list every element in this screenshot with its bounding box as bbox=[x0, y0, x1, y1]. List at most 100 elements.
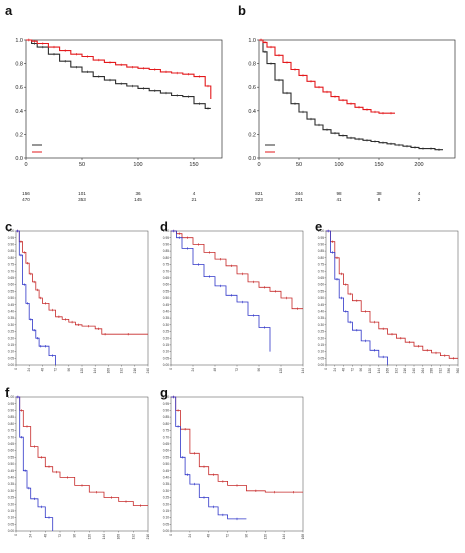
y-tick-label: 0.00 bbox=[163, 363, 169, 367]
y-tick-label: 1.0 bbox=[15, 38, 23, 44]
y-tick-label: 0.60 bbox=[8, 449, 14, 453]
risk-count: 323 bbox=[255, 197, 263, 202]
plot-frame bbox=[15, 396, 149, 532]
series-Low (n=25) bbox=[16, 395, 54, 531]
risk-count: 145 bbox=[134, 197, 142, 202]
x-tick-label: 96 bbox=[257, 368, 261, 372]
y-tick-label: 0.45 bbox=[163, 303, 169, 307]
y-tick-label: 0.95 bbox=[318, 236, 324, 240]
panel-label: c bbox=[5, 219, 13, 234]
y-tick-label: 0.15 bbox=[8, 509, 14, 513]
survival-curve bbox=[171, 396, 247, 520]
x-tick-label: 168 bbox=[386, 368, 390, 374]
x-tick-label: 0 bbox=[324, 368, 328, 370]
y-tick-label: 0.30 bbox=[163, 489, 169, 493]
y-tick-label: 0.35 bbox=[163, 482, 169, 486]
panel-c: c 0.00 0.05 0.10 0.15 0.20 0.25 0.30 0.35 0.40 0.… bbox=[0, 217, 155, 382]
series-High (n=381) bbox=[171, 395, 303, 494]
x-tick-label: 96 bbox=[73, 534, 77, 538]
survival-curve-high bbox=[26, 39, 212, 99]
y-tick-label: 0.50 bbox=[163, 462, 169, 466]
y-tick-label: 0.30 bbox=[8, 489, 14, 493]
y-tick-label: 0.8 bbox=[248, 62, 256, 68]
x-tick-label: 0 bbox=[24, 162, 27, 168]
x-tick-label: 100 bbox=[133, 162, 142, 168]
y-tick-label: 0.70 bbox=[8, 269, 14, 273]
y-tick-label: 0.80 bbox=[163, 256, 169, 260]
km-plot-luad: 0.00 0.05 0.10 0.15 0.20 0.25 0.30 0.35 0.40 0.45… bbox=[8, 229, 150, 374]
risk-count: 21 bbox=[191, 197, 197, 202]
risk-count: 201 bbox=[295, 197, 303, 202]
series-High (n=495) bbox=[16, 395, 148, 507]
y-tick-label: 0.85 bbox=[163, 415, 169, 419]
y-tick-label: 1.0 bbox=[248, 38, 256, 44]
series-Low (n=78) bbox=[326, 229, 388, 365]
y-tick-label: 0.75 bbox=[318, 263, 324, 267]
y-tick-label: 0.75 bbox=[8, 429, 14, 433]
x-tick-label: 200 bbox=[414, 162, 423, 168]
y-tick-label: 0.35 bbox=[163, 316, 169, 320]
km-plot-kirc: 0.00 0.05 0.10 0.15 0.20 0.25 0.30 0.35 0.40 0.45… bbox=[163, 229, 305, 373]
x-tick-label: 120 bbox=[80, 368, 84, 374]
y-tick-label: 0.0 bbox=[15, 156, 23, 162]
y-tick-label: 0.25 bbox=[163, 330, 169, 334]
x-tick-label: 0 bbox=[14, 534, 18, 536]
y-tick-label: 0.65 bbox=[318, 276, 324, 280]
y-tick-label: 0.6 bbox=[248, 85, 256, 91]
risk-count: 38 bbox=[376, 191, 382, 196]
y-tick-label: 0.95 bbox=[8, 402, 14, 406]
x-tick-label: 72 bbox=[350, 368, 354, 372]
panel-b: b 0.0 0.2 0.4 0.6 0.8 1.0 0 50 100 150 200 821 344 98… bbox=[233, 0, 465, 215]
panel-label: d bbox=[160, 219, 168, 234]
x-tick-label: 168 bbox=[301, 534, 305, 540]
y-tick-label: 0.40 bbox=[8, 476, 14, 480]
km-plot-blca: 0.00 0.05 0.10 0.15 0.20 0.25 0.30 0.35 0.40 0.45… bbox=[163, 395, 305, 540]
x-tick-label: 0 bbox=[14, 368, 18, 370]
x-tick-label: 216 bbox=[403, 368, 407, 374]
x-tick-label: 96 bbox=[244, 534, 248, 538]
y-tick-label: 0.45 bbox=[318, 303, 324, 307]
risk-count: 98 bbox=[336, 191, 342, 196]
series-low bbox=[259, 38, 443, 151]
risk-count: 4 bbox=[418, 191, 421, 196]
risk-count: 353 bbox=[78, 197, 86, 202]
series-high bbox=[26, 38, 212, 99]
y-tick-label: 0.4 bbox=[248, 109, 256, 115]
risk-count: 36 bbox=[135, 191, 141, 196]
survival-curve-high bbox=[259, 39, 395, 114]
x-tick-label: 192 bbox=[131, 534, 135, 540]
y-tick-label: 1.00 bbox=[163, 395, 169, 399]
y-tick-label: 0.25 bbox=[8, 496, 14, 500]
y-tick-label: 0.2 bbox=[248, 132, 256, 138]
y-tick-label: 0.50 bbox=[8, 296, 14, 300]
x-tick-label: 100 bbox=[334, 162, 343, 168]
x-tick-label: 24 bbox=[29, 534, 33, 538]
survival-curve bbox=[326, 230, 388, 365]
plot-frame bbox=[258, 39, 456, 159]
y-tick-label: 0.05 bbox=[318, 356, 324, 360]
x-tick-label: 216 bbox=[146, 534, 150, 540]
y-tick-label: 0.05 bbox=[8, 522, 14, 526]
y-tick-label: 0.55 bbox=[163, 455, 169, 459]
survival-curve bbox=[171, 396, 303, 493]
panel-g: g 0.00 0.05 0.10 0.15 0.20 0.25 0.30 0.35 0.40 0.… bbox=[155, 383, 310, 548]
panel-label: g bbox=[160, 385, 168, 400]
y-tick-label: 0.30 bbox=[8, 323, 14, 327]
x-tick-label: 96 bbox=[359, 368, 363, 372]
y-tick-label: 0.50 bbox=[318, 296, 324, 300]
y-tick-label: 0.70 bbox=[163, 435, 169, 439]
risk-count: 2 bbox=[418, 197, 421, 202]
x-tick-label: 48 bbox=[207, 534, 211, 538]
y-tick-label: 0.35 bbox=[8, 316, 14, 320]
y-tick-label: 0.4 bbox=[15, 109, 23, 115]
x-tick-label: 168 bbox=[106, 368, 110, 374]
y-tick-label: 0.90 bbox=[163, 243, 169, 247]
y-tick-label: 0.95 bbox=[163, 236, 169, 240]
y-tick-label: 0.6 bbox=[15, 85, 23, 91]
y-tick-label: 0.95 bbox=[163, 402, 169, 406]
x-tick-label: 72 bbox=[58, 534, 62, 538]
y-tick-label: 0.90 bbox=[163, 409, 169, 413]
y-tick-label: 0.65 bbox=[163, 442, 169, 446]
x-tick-label: 144 bbox=[93, 368, 97, 374]
survival-curve-low bbox=[26, 39, 211, 109]
